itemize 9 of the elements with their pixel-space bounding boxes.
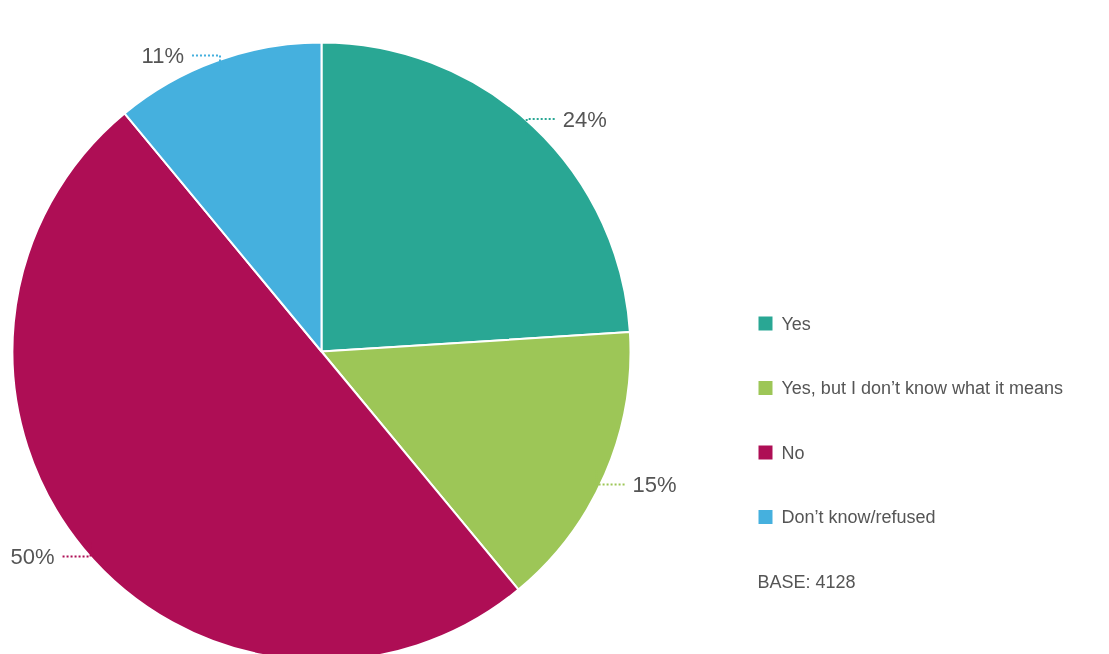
legend-label: Don’t know/refused bbox=[781, 507, 936, 527]
legend-label: Yes bbox=[781, 313, 811, 334]
data-label: 11% bbox=[141, 42, 184, 68]
data-label: 50% bbox=[10, 544, 55, 570]
legend-label: No bbox=[781, 442, 805, 463]
data-label: 15% bbox=[632, 472, 677, 498]
legend-label: Yes, but I don’t know what it means bbox=[781, 378, 1063, 398]
data-label: 24% bbox=[562, 106, 607, 132]
text: BASE: 4128 bbox=[757, 571, 856, 592]
